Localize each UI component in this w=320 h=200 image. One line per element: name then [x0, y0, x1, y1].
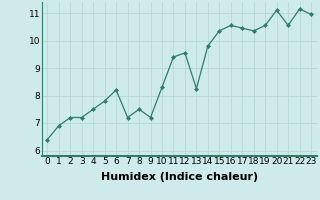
- X-axis label: Humidex (Indice chaleur): Humidex (Indice chaleur): [100, 172, 258, 182]
